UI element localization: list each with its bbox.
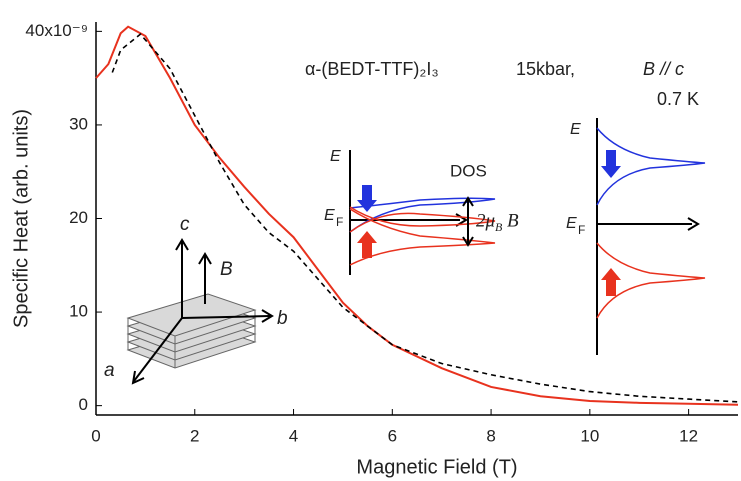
y-tick-label: 40x10⁻⁹: [25, 21, 88, 40]
annotation: B // c: [643, 59, 684, 79]
series-line: [95, 25, 739, 406]
series-line: [111, 33, 739, 403]
annotation: c: [180, 214, 190, 235]
y-tick-label: 20: [69, 208, 88, 227]
y-tick-label: 0: [79, 395, 88, 414]
x-tick-label: 6: [388, 426, 397, 445]
x-tick-label: 8: [486, 426, 495, 445]
x-tick-label: 4: [289, 426, 298, 445]
x-tick-label: 12: [679, 426, 698, 445]
annotation: DOS: [450, 161, 487, 180]
inset-dos-1: [349, 150, 496, 275]
x-tick-label: 0: [91, 426, 100, 445]
crystal: [126, 293, 257, 369]
annotation: E: [330, 148, 341, 165]
annotation: F: [336, 215, 343, 229]
crystal-axes: [131, 238, 274, 385]
annotation: 15kbar,: [516, 59, 575, 79]
inset-dos-2: [596, 118, 706, 355]
y-axis-label: Specific Heat (arb. units): [10, 109, 32, 328]
x-axis-label: Magnetic Field (T): [356, 456, 517, 478]
annotation: E: [570, 121, 581, 138]
annotation: B: [495, 220, 503, 234]
annotation: B: [220, 259, 233, 280]
y-tick-label: 10: [69, 302, 88, 321]
annotation: α-(BEDT-TTF)₂I₃: [305, 59, 439, 79]
annotation: a: [104, 360, 115, 381]
y-tick-label: 30: [69, 114, 88, 133]
x-tick-label: 2: [190, 426, 199, 445]
annotation: 2μ: [476, 210, 495, 231]
annotation: E: [566, 215, 577, 232]
annotation: F: [578, 223, 585, 237]
annotation: E: [324, 207, 335, 224]
annotation: 0.7 K: [657, 89, 699, 109]
x-tick-label: 10: [580, 426, 599, 445]
annotation: b: [277, 308, 288, 329]
annotation: B: [507, 210, 519, 231]
